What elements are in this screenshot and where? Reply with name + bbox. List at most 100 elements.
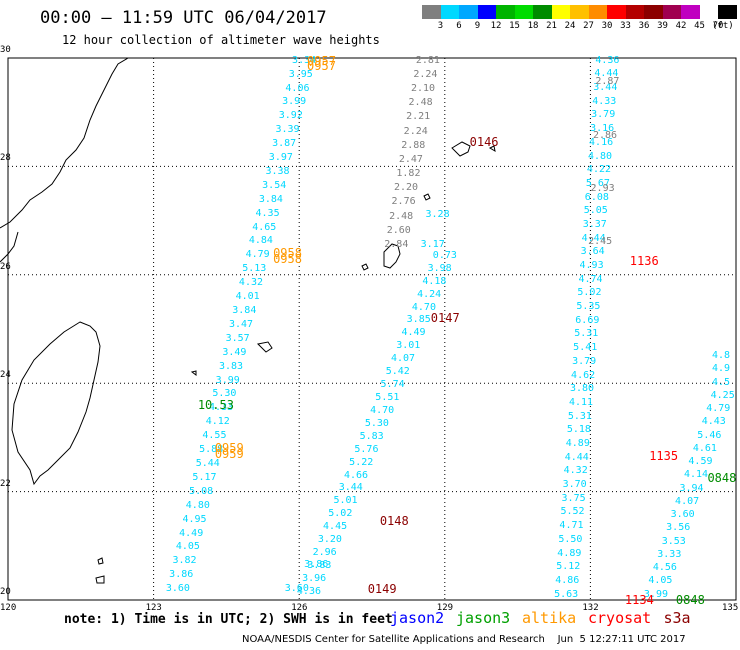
wave-height-value: 2.48 [408, 97, 433, 109]
wave-height-value: 3.99 [643, 588, 668, 600]
wave-height-value: 2.88 [401, 139, 426, 151]
wave-height-value: 3.47 [228, 318, 254, 330]
longitude-tick-label: 120 [0, 603, 17, 613]
small-island-4 [95, 575, 105, 584]
wave-height-value: 5.74 [380, 379, 405, 391]
wave-height-value: 3.64 [580, 246, 605, 258]
wave-height-value: 2.45 [588, 236, 613, 248]
colorbar-swatch [440, 5, 459, 19]
wave-height-value: 5.01 [333, 495, 358, 507]
wave-height-value: 4.62 [571, 369, 596, 381]
colorbar-swatch [644, 5, 663, 19]
pass-time-label: 1135 [649, 449, 679, 464]
pass-time-label: 10.53 [197, 397, 234, 412]
wave-height-value: 3.57 [225, 332, 250, 344]
wave-height-value: 4.84 [248, 235, 273, 247]
wave-height-value: 2.60 [386, 224, 411, 236]
satellite-legend-altika: altika [522, 609, 577, 627]
wave-height-value: 4.16 [589, 136, 614, 148]
wave-height-value: 2.86 [592, 129, 618, 141]
wave-height-value: 4.05 [175, 541, 200, 553]
wave-height-value: 4.61 [692, 442, 717, 454]
china-coastline [0, 57, 129, 263]
wave-height-value: 4.8 [712, 350, 731, 362]
pass-time-label: 0848 [707, 471, 737, 486]
pass-time-label: 0958 [273, 246, 302, 261]
wave-height-value: 3.01 [396, 340, 421, 352]
small-island-2 [488, 145, 496, 153]
wave-height-value: 5.02 [328, 508, 353, 520]
wave-height-value: 3.20 [317, 534, 342, 546]
pass-time-label: 0149 [367, 582, 397, 597]
colorbar-tick-label: 9 [474, 21, 481, 31]
wave-height-value: 3.84 [258, 193, 283, 205]
wave-height-value: 5.05 [583, 205, 608, 217]
latitude-tick-label: 26 [0, 261, 11, 272]
wave-height-value: 4.86 [555, 574, 580, 586]
colorbar-swatch [477, 5, 496, 19]
wave-height-value: 5.51 [375, 392, 400, 403]
map-frame [7, 57, 737, 601]
wave-height-value: 4.79 [245, 249, 270, 261]
wave-height-value: 3.98 [427, 262, 452, 274]
satellite-legend-jason3: jason3 [456, 609, 511, 627]
okinawa-coastline [383, 243, 401, 269]
wave-height-value: 4.59 [688, 456, 713, 468]
wave-height-value: 4.25 [710, 389, 735, 401]
colorbar-swatch [459, 5, 478, 19]
wave-height-value: 5.12 [556, 561, 581, 573]
wave-height-value: 4.80 [185, 499, 210, 511]
wave-height-value: 4.89 [557, 547, 582, 559]
wave-height-value: 3.49 [222, 346, 247, 358]
small-island-1 [361, 263, 369, 271]
wave-height-value: 5.44 [195, 458, 220, 469]
wave-height-value: 4.93 [579, 260, 604, 272]
wave-height-value: 4.05 [648, 575, 673, 587]
colorbar-swatch [551, 5, 570, 19]
wave-height-value: 5.46 [697, 429, 722, 441]
wave-height-value: 5.17 [192, 471, 217, 483]
colorbar-tick-label: 12 [490, 21, 502, 31]
pass-time-label: 0148 [379, 514, 409, 529]
wave-height-value: 2.96 [312, 547, 337, 559]
wave-height-value: 4.33 [592, 95, 617, 107]
page-subtitle: 12 hour collection of altimeter wave hei… [62, 33, 380, 47]
wave-height-value: 3.53 [661, 535, 686, 547]
longitude-tick-label: 123 [145, 603, 162, 613]
latitude-tick-label: 20 [0, 587, 11, 597]
wave-height-value: 4.01 [235, 291, 260, 303]
wave-height-value: 4.12 [205, 416, 230, 428]
wave-height-value: 3.60 [670, 509, 695, 521]
wave-height-value: 4.45 [323, 521, 348, 533]
pass-time-label: 0147 [430, 311, 460, 326]
wave-height-value: 5.31 [567, 410, 592, 422]
colorbar-tick-label: 21 [546, 21, 557, 31]
wave-height-value: 4.18 [422, 275, 447, 287]
wave-height-value: 3.96 [302, 572, 327, 584]
wave-height-value: 0.73 [432, 249, 457, 261]
wave-height-value: 5.50 [558, 533, 583, 545]
wave-height-value: 4.9 [712, 363, 731, 375]
longitude-tick-label: 135 [722, 603, 739, 613]
colorbar-tick-label: 42 [675, 21, 687, 31]
pass-time-label: 0957 [307, 53, 336, 68]
wave-height-value: 3.86 [169, 569, 194, 581]
wave-height-value: 4.36 [595, 54, 620, 66]
wave-height-value: 4.49 [179, 527, 204, 539]
wave-height-value: 5.67 [585, 177, 610, 189]
pass-time-label: 0848 [675, 593, 705, 607]
wave-height-value: 4.35 [255, 207, 280, 219]
wave-height-value: 6.69 [575, 314, 600, 326]
wave-height-value: 2.21 [406, 111, 431, 123]
wave-height-value: 3.44 [338, 482, 363, 494]
pass-time-label: 1136 [629, 254, 659, 269]
wave-height-value: 3.60 [284, 583, 309, 595]
wave-height-value: 3.16 [590, 123, 615, 135]
wave-height-value: 3.85 [406, 314, 431, 326]
satellite-legend-s3a: s3a [663, 609, 691, 627]
colorbar-tick-label: 24 [564, 21, 576, 31]
wave-height-value: 4.95 [182, 513, 207, 525]
wave-height-value: 4.49 [401, 327, 426, 339]
wave-height-value: 3.33 [657, 548, 682, 560]
